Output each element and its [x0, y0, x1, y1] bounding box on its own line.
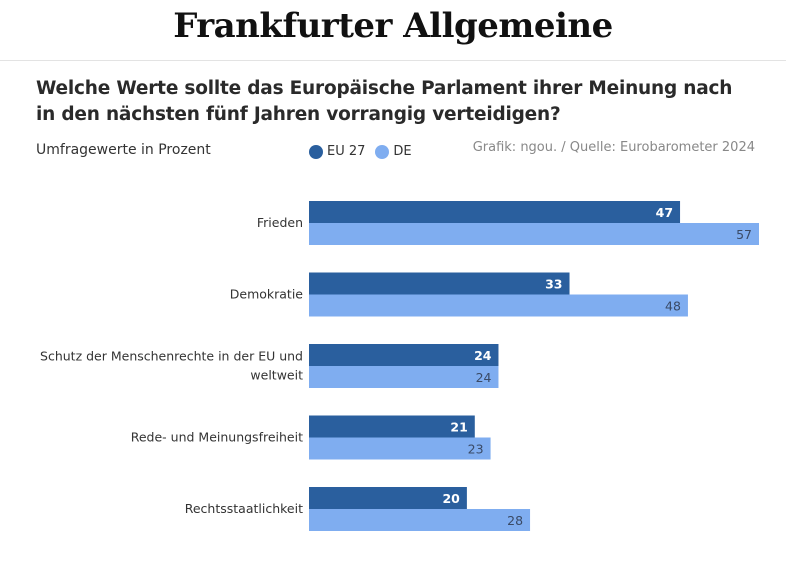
data-label: 28 — [507, 513, 523, 528]
bar-de — [309, 366, 499, 388]
data-label: 24 — [476, 370, 492, 385]
bar-eu27 — [309, 201, 681, 223]
legend: EU 27 DE — [309, 144, 422, 159]
data-label: 23 — [468, 442, 484, 457]
category-label: Schutz der Menschenrechte in der EU und w… — [40, 349, 303, 383]
data-label: 21 — [450, 420, 467, 435]
category-label-line: Frieden — [257, 215, 303, 230]
data-label: 24 — [474, 348, 492, 363]
category-label: Frieden — [257, 215, 303, 230]
legend-swatch-eu27 — [309, 144, 323, 159]
category-group: Schutz der Menschenrechte in der EU und w… — [40, 344, 499, 388]
bar-chart: Frieden 47 57 Demokratie 33 48 Schutz der Mens… — [40, 201, 759, 531]
masthead: Frankfurter Allgemeine — [0, 0, 786, 61]
bar-de — [309, 294, 688, 317]
data-label: 33 — [545, 277, 562, 292]
category-label-line: Schutz der Menschenrechte in der EU und — [40, 349, 303, 364]
legend-item-eu27: EU 27 — [309, 144, 365, 159]
data-label: 48 — [665, 299, 681, 314]
chart-title: Welche Werte sollte das Europäische Parl… — [36, 78, 733, 125]
category-group: Rechtsstaatlichkeit 20 28 — [185, 487, 531, 531]
logo: Frankfurter Allgemeine — [173, 6, 613, 46]
chart-subtitle: Umfragewerte in Prozent — [36, 142, 211, 158]
category-label-line: Demokratie — [230, 287, 304, 302]
category-label: Rechtsstaatlichkeit — [185, 501, 303, 516]
legend-swatch-de — [375, 144, 390, 159]
category-label-line: Rechtsstaatlichkeit — [185, 501, 303, 516]
data-label: 57 — [736, 227, 752, 242]
category-label: Rede- und Meinungsfreiheit — [131, 430, 303, 445]
data-label: 20 — [442, 491, 460, 506]
legend-label-eu27: EU 27 — [327, 144, 366, 159]
data-label: 47 — [656, 205, 673, 220]
bar-de — [309, 509, 531, 531]
bar-de — [309, 223, 759, 245]
category-label-line: Rede- und Meinungsfreiheit — [131, 430, 303, 445]
legend-label-de: DE — [393, 144, 412, 159]
category-label: Demokratie — [230, 287, 304, 302]
bar-de — [309, 437, 491, 460]
category-group: Demokratie 33 48 — [230, 272, 688, 317]
category-label-line: weltweit — [250, 368, 303, 383]
bar-eu27 — [309, 272, 570, 295]
legend-item-de: DE — [375, 144, 412, 159]
source-note: Grafik: ngou. / Quelle: Eurobarometer 20… — [472, 140, 755, 155]
bar-eu27 — [309, 344, 499, 366]
category-group: Frieden 47 57 — [257, 201, 759, 245]
bar-eu27 — [309, 415, 475, 438]
bar-eu27 — [309, 487, 467, 509]
